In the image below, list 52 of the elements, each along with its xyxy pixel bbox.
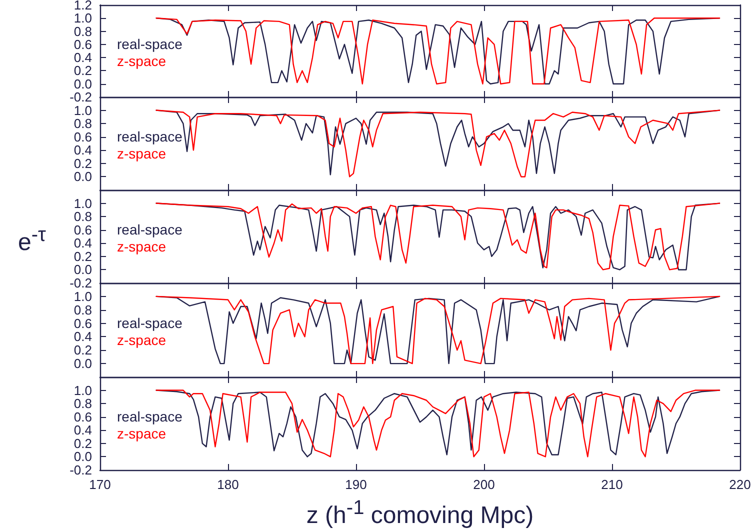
y-tick-label: 1.0 bbox=[74, 196, 92, 211]
x-tick-label: 200 bbox=[473, 477, 495, 492]
y-tick-label: 0.2 bbox=[74, 63, 92, 78]
x-tick-label: 190 bbox=[345, 477, 367, 492]
y-tick-label: 0.4 bbox=[74, 236, 92, 251]
y-tick-label: 1.2 bbox=[74, 0, 92, 12]
x-tick-label: 170 bbox=[89, 477, 111, 492]
y-tick-label: 1.0 bbox=[74, 10, 92, 26]
text: z-space bbox=[117, 53, 166, 69]
y-tick-label: 0.4 bbox=[74, 50, 92, 66]
y-tick-label: 0.4 bbox=[74, 329, 92, 344]
series-label: real-space bbox=[117, 36, 183, 52]
y-tick-label: 0.8 bbox=[74, 209, 92, 224]
y-tick-label: 1.0 bbox=[74, 102, 92, 118]
y-tick-label: 0.8 bbox=[74, 24, 92, 39]
x-tick-label: 220 bbox=[729, 477, 751, 492]
series-label: z-space bbox=[117, 146, 166, 162]
y-tick-label: -0.2 bbox=[70, 276, 92, 290]
y-tick-label: 0.8 bbox=[74, 396, 92, 412]
text: z-space bbox=[117, 426, 166, 442]
y-tick-label: 0.2 bbox=[74, 436, 92, 451]
y-axis-title: e$^{-τ}$ bbox=[18, 222, 46, 256]
y-tick-label: 0.2 bbox=[74, 156, 92, 171]
y-tick-label: 0.0 bbox=[74, 169, 92, 184]
y-tick-label: 0.6 bbox=[74, 129, 92, 144]
y-tick-label: 1.0 bbox=[74, 288, 92, 304]
y-tick-label: 0.4 bbox=[74, 142, 92, 158]
y-tick-label: 0.8 bbox=[74, 302, 92, 318]
y-tick-label: -0.2 bbox=[70, 462, 92, 478]
text: z-space bbox=[117, 238, 166, 254]
y-tick-label: 0.2 bbox=[74, 342, 92, 358]
text: z-space bbox=[117, 332, 166, 348]
series-label: real-space bbox=[117, 315, 183, 331]
y-tick-label: 1.0 bbox=[74, 382, 92, 398]
y-tick-label: 0.0 bbox=[74, 76, 92, 92]
y-tick-label: 0.2 bbox=[74, 248, 92, 264]
y-tick-label: 0.6 bbox=[74, 222, 92, 238]
y-tick-label: 0.4 bbox=[74, 422, 92, 438]
x-axis-title: z (h$^{-1}$ comoving Mpc) bbox=[305, 496, 535, 530]
y-tick-label: 0.0 bbox=[74, 449, 92, 464]
y-tick-label: 0.0 bbox=[74, 262, 92, 278]
y-tick-label: 0.6 bbox=[74, 316, 92, 331]
y-tick-label: -0.2 bbox=[70, 90, 92, 104]
series-label: real-space bbox=[117, 408, 183, 424]
y-tick-label: 0.6 bbox=[74, 409, 92, 424]
y-tick-label: 0.0 bbox=[74, 356, 92, 372]
y-tick-label: 0.8 bbox=[74, 116, 92, 132]
x-tick-label: 180 bbox=[217, 477, 239, 492]
x-tick-label: 210 bbox=[601, 477, 623, 492]
series-label: real-space bbox=[117, 222, 183, 238]
series-label: real-space bbox=[117, 128, 183, 144]
y-tick-label: 0.6 bbox=[74, 36, 92, 52]
